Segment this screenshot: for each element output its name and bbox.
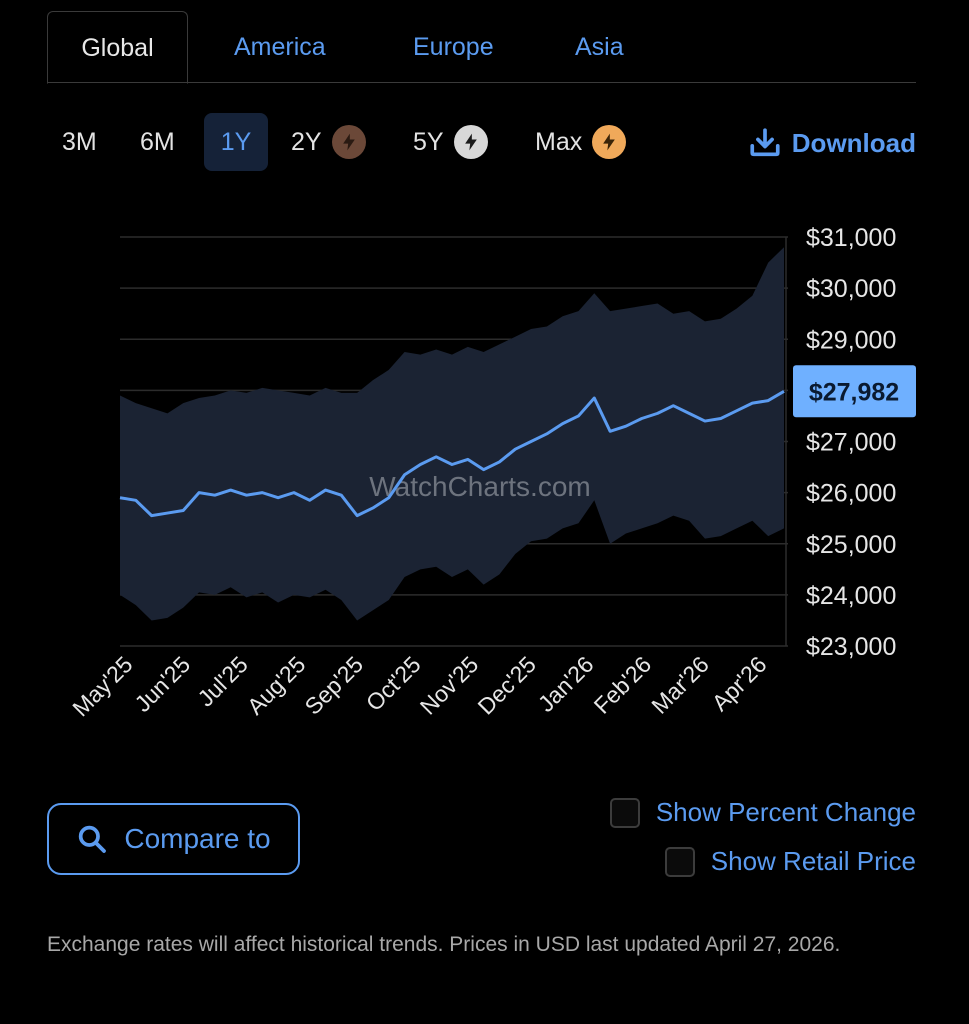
watermark: WatchCharts.com bbox=[369, 471, 590, 502]
x-axis-tick-label: Nov'25 bbox=[415, 651, 484, 720]
range-6m-button[interactable]: 6M bbox=[140, 113, 175, 171]
percent-change-label: Show Percent Change bbox=[655, 797, 916, 827]
tab-europe[interactable]: Europe bbox=[413, 33, 494, 61]
range-3m-label: 3M bbox=[62, 128, 97, 156]
retail-price-label: Show Retail Price bbox=[710, 846, 916, 876]
y-axis-tick-label: $23,000 bbox=[806, 633, 896, 661]
price-chart: WatchCharts.com $23,000 $24,000 $25,000 $26… bbox=[67, 224, 916, 721]
range-1y-button[interactable]: 1Y bbox=[204, 113, 268, 171]
compare-to-button[interactable]: Compare to bbox=[47, 803, 300, 875]
range-max-button[interactable]: Max bbox=[535, 113, 627, 171]
y-axis-tick-label: $30,000 bbox=[806, 275, 896, 303]
tab-asia[interactable]: Asia bbox=[575, 33, 624, 61]
search-icon bbox=[79, 825, 107, 853]
x-axis-tick-label: May'25 bbox=[67, 651, 137, 721]
exchange-rate-footnote: Exchange rates will affect historical tr… bbox=[47, 933, 841, 956]
x-axis-tick-label: Sep'25 bbox=[300, 651, 369, 720]
tab-america[interactable]: America bbox=[234, 33, 326, 61]
download-button[interactable]: Download bbox=[748, 118, 916, 168]
lightning-icon bbox=[453, 125, 488, 159]
download-icon bbox=[750, 128, 780, 157]
x-axis-tick-label: Feb'26 bbox=[589, 651, 657, 719]
x-axis-tick-label: Dec'25 bbox=[472, 651, 541, 720]
time-range-selector: 3M 6M 1Y 2Y 5Y Max bbox=[0, 113, 969, 171]
range-2y-label: 2Y bbox=[291, 128, 322, 156]
lightning-icon bbox=[592, 125, 627, 159]
tab-global[interactable]: Global bbox=[47, 11, 188, 84]
price-line[interactable] bbox=[119, 390, 785, 518]
download-label: Download bbox=[791, 127, 916, 158]
percent-change-checkbox[interactable] bbox=[609, 797, 640, 828]
x-axis-tick-label: Aug'25 bbox=[242, 651, 311, 720]
y-axis-tick-label: $27,000 bbox=[806, 429, 896, 457]
y-axis-tick-label: $26,000 bbox=[806, 480, 896, 508]
lightning-icon bbox=[331, 125, 366, 159]
current-price-tag: $27,982 bbox=[793, 365, 916, 418]
range-5y-button[interactable]: 5Y bbox=[413, 113, 488, 171]
range-3m-button[interactable]: 3M bbox=[62, 113, 97, 171]
range-6m-label: 6M bbox=[140, 128, 175, 156]
range-2y-button[interactable]: 2Y bbox=[291, 113, 366, 171]
x-axis-tick-label: Jan'26 bbox=[533, 651, 599, 717]
range-1y-label: 1Y bbox=[220, 128, 252, 156]
y-axis-tick-label: $29,000 bbox=[806, 326, 896, 354]
y-axis-tick-label: $25,000 bbox=[806, 531, 896, 559]
x-axis-tick-label: Mar'26 bbox=[646, 651, 714, 719]
y-axis-tick-label: $24,000 bbox=[806, 582, 896, 610]
range-5y-label: 5Y bbox=[413, 128, 444, 156]
show-retail-price-option[interactable]: Show Retail Price bbox=[664, 846, 916, 877]
x-axis-tick-label: Jun'25 bbox=[129, 651, 195, 717]
price-range-band bbox=[120, 247, 784, 621]
retail-price-checkbox[interactable] bbox=[664, 846, 695, 877]
range-max-label: Max bbox=[535, 128, 583, 156]
x-axis-tick-label: Apr'26 bbox=[707, 651, 772, 716]
show-percent-change-option[interactable]: Show Percent Change bbox=[609, 797, 916, 828]
y-axis-tick-label: $31,000 bbox=[806, 224, 896, 252]
region-tabs: Global America Europe Asia bbox=[47, 11, 916, 84]
compare-to-label: Compare to bbox=[124, 823, 271, 854]
current-price-label: $27,982 bbox=[809, 378, 899, 406]
x-axis-tick-label: Oct'25 bbox=[361, 651, 426, 716]
